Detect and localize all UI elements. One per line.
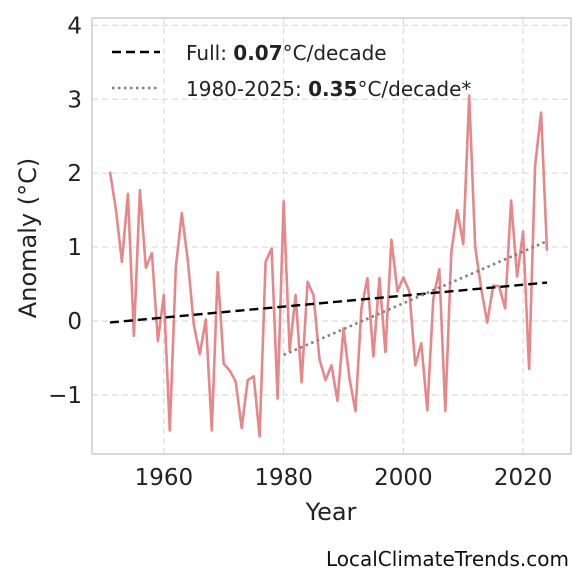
- y-tick-label: 0: [67, 309, 82, 335]
- y-tick-label: 1: [67, 235, 82, 261]
- legend-full-prefix: Full:: [186, 41, 233, 65]
- source-credit: LocalClimateTrends.com: [325, 547, 569, 571]
- x-tick-label: 1960: [135, 465, 194, 491]
- x-tick-label: 2000: [374, 465, 433, 491]
- anomaly-series-line: [108, 94, 549, 438]
- y-tick-label: 3: [67, 87, 82, 113]
- legend-recent-unit: °C/decade*: [357, 77, 471, 101]
- x-tick-label: 2020: [494, 465, 553, 491]
- y-tick-label: −1: [48, 383, 82, 409]
- x-tick-label: 1980: [254, 465, 313, 491]
- legend-recent-value: 0.35: [308, 77, 357, 101]
- plot-frame: [91, 17, 572, 455]
- legend-recent-prefix: 1980-2025:: [186, 77, 308, 101]
- x-axis-title: Year: [305, 498, 357, 526]
- y-tick-label: 2: [67, 161, 82, 187]
- y-axis-title: Anomaly (°C): [14, 158, 42, 318]
- grid: [92, 18, 571, 454]
- legend: Full: 0.07°C/decade 1980-2025: 0.35°C/de…: [112, 41, 471, 101]
- legend-full-value: 0.07: [233, 41, 282, 65]
- legend-full-label: Full: 0.07°C/decade: [186, 41, 387, 65]
- y-tick-label: 4: [67, 13, 82, 39]
- legend-full-unit: °C/decade: [283, 41, 387, 65]
- y-tick-labels: −1 0 1 2 3 4: [48, 13, 82, 408]
- full-trend-line: [109, 281, 548, 324]
- legend-recent-label: 1980-2025: 0.35°C/decade*: [186, 77, 471, 101]
- x-tick-labels: 1960 1980 2000 2020: [135, 465, 553, 491]
